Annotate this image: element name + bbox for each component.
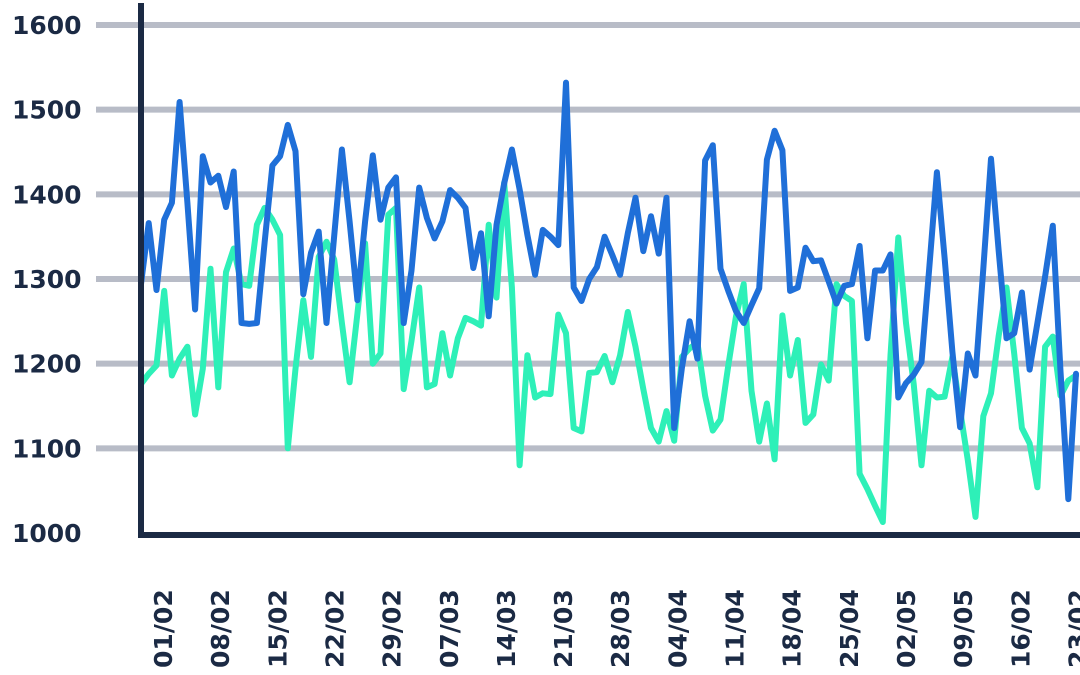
x-tick-label: 15/02 <box>263 589 292 668</box>
y-tick-label: 1100 <box>12 434 82 463</box>
x-tick-label: 22/02 <box>320 589 349 668</box>
x-tick-label: 04/04 <box>663 589 692 668</box>
axis-lines <box>138 3 1080 538</box>
x-tick-label: 16/02 <box>1006 589 1035 668</box>
axes <box>138 3 1080 538</box>
y-tick-label: 1400 <box>12 180 82 209</box>
x-tick-label: 01/02 <box>149 589 178 668</box>
x-tick-label: 08/02 <box>206 589 235 668</box>
x-tick-label: 25/04 <box>835 589 864 668</box>
x-tick-label: 02/05 <box>892 589 921 668</box>
x-tick-label: 11/04 <box>721 589 750 668</box>
x-tick-label: 23/02 <box>1063 589 1080 668</box>
series-line-2 <box>138 179 1079 525</box>
series-line-1 <box>138 79 1079 503</box>
x-tick-label: 07/03 <box>435 589 464 668</box>
x-tick-label: 28/03 <box>606 589 635 668</box>
y-tick-label: 1500 <box>12 96 82 125</box>
series-lines <box>138 79 1079 525</box>
x-tick-label: 14/03 <box>492 589 521 668</box>
x-tick-label: 18/04 <box>778 589 807 668</box>
y-tick-label: 1600 <box>12 11 82 40</box>
x-tick-label: 21/03 <box>549 589 578 668</box>
y-tick-label: 1200 <box>12 350 82 379</box>
x-tick-labels: 01/02 08/02 15/02 22/02 29/02 07/03 14/03 21/03… <box>149 589 1080 668</box>
y-tick-labels: 1600 1500 1400 1300 1200 1100 1000 <box>12 11 82 548</box>
x-tick-label: 29/02 <box>378 589 407 668</box>
y-tick-label: 1000 <box>12 519 82 548</box>
y-tick-label: 1300 <box>12 265 82 294</box>
x-tick-label: 09/05 <box>949 589 978 668</box>
